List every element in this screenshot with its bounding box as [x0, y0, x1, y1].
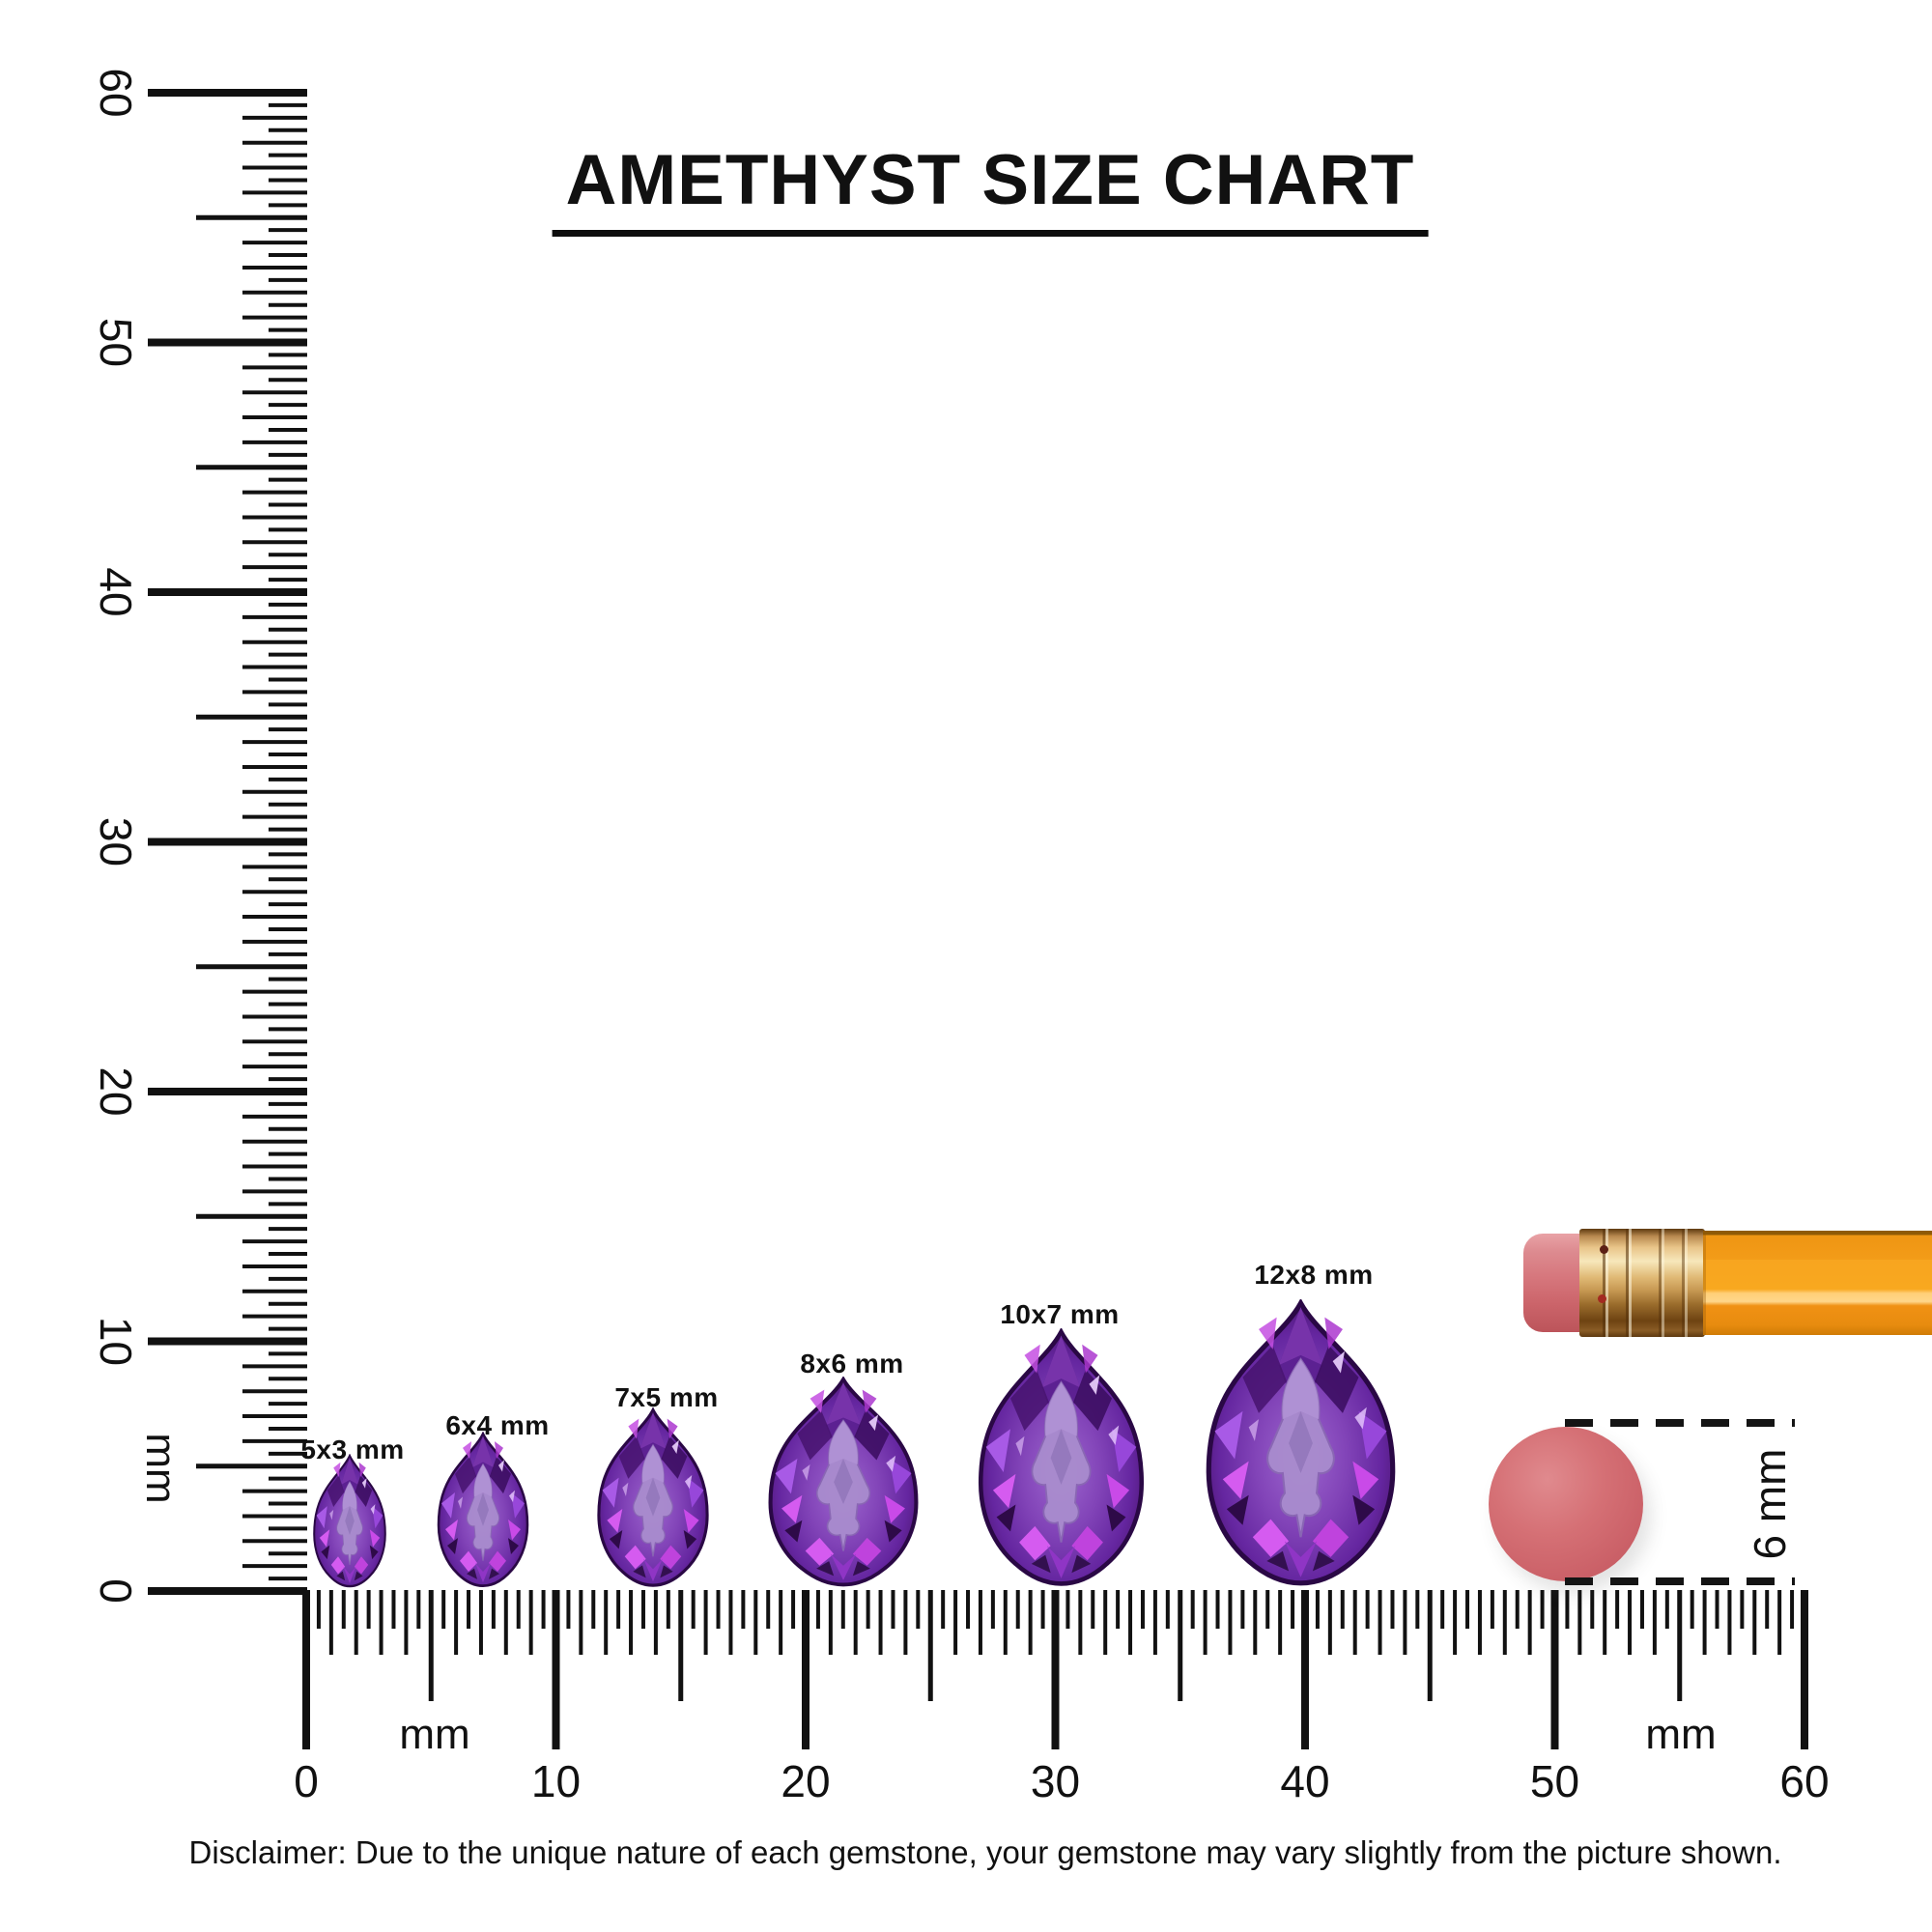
vertical-ruler-number: 50 [91, 318, 141, 367]
amethyst-gem [764, 1377, 923, 1589]
gem-size-label: 10x7 mm [1000, 1299, 1120, 1329]
ferrule-crimp-dot [1600, 1245, 1608, 1254]
ferrule-crimp-ridges [1647, 1229, 1703, 1337]
pencil-ferrule [1579, 1229, 1705, 1337]
gem-size-label: 6x4 mm [445, 1410, 550, 1440]
vertical-ruler-number: 0 [91, 1578, 141, 1604]
horizontal-ruler-number: 50 [1530, 1756, 1579, 1806]
horizontal-ruler-number: 0 [294, 1756, 319, 1806]
vertical-ruler-number: 30 [91, 817, 141, 867]
horizontal-ruler-number: 60 [1779, 1756, 1829, 1806]
gem-size-label: 12x8 mm [1254, 1260, 1374, 1290]
page-title: AMETHYST SIZE CHART [552, 145, 1429, 237]
disclaimer-text: Disclaimer: Due to the unique nature of … [188, 1834, 1782, 1870]
eraser-disc-top-view [1489, 1427, 1643, 1581]
amethyst-gem [1201, 1299, 1401, 1589]
pencil-body [1703, 1231, 1932, 1335]
amethyst-gem [974, 1328, 1149, 1589]
pencil-graphic [1523, 1229, 1932, 1337]
ferrule-crimp-dot [1598, 1294, 1606, 1303]
vertical-ruler-unit-label: mm [137, 1433, 185, 1503]
horizontal-ruler-number: 10 [531, 1756, 581, 1806]
diameter-dashed-line-bottom [1565, 1577, 1795, 1585]
gem-size-label: 5x3 mm [300, 1435, 405, 1464]
disc-diameter-label: 6 mm [1745, 1448, 1795, 1560]
horizontal-ruler-number: 20 [781, 1756, 830, 1806]
vertical-ruler-number: 60 [91, 68, 141, 117]
horizontal-ruler-unit-label: mm [1645, 1711, 1716, 1758]
vertical-ruler-number: 10 [91, 1317, 141, 1366]
gem-size-label: 8x6 mm [800, 1349, 904, 1378]
amethyst-gem [311, 1454, 388, 1589]
vertical-ruler-number: 40 [91, 567, 141, 616]
amethyst-gem [435, 1432, 531, 1589]
diameter-dashed-line-top [1565, 1419, 1795, 1427]
pencil-eraser [1523, 1234, 1583, 1332]
gem-size-label: 7x5 mm [614, 1382, 719, 1412]
ferrule-crimp-ridges [1591, 1229, 1635, 1337]
amethyst-gem [594, 1407, 712, 1589]
horizontal-ruler-number: 40 [1280, 1756, 1329, 1806]
vertical-ruler-number: 20 [91, 1066, 141, 1116]
horizontal-ruler-unit-label: mm [399, 1711, 469, 1758]
horizontal-ruler-number: 30 [1031, 1756, 1080, 1806]
